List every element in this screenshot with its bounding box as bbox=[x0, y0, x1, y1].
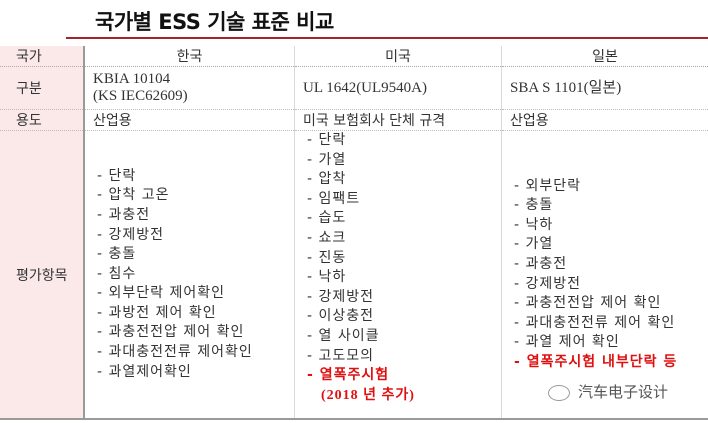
header-korea: 한국 bbox=[83, 46, 295, 67]
list-item: 과대충전전류 제어 확인 bbox=[514, 314, 700, 334]
row-label: 구분 bbox=[0, 66, 85, 110]
cell-japan: 산업용 bbox=[501, 109, 708, 131]
list-item: 압착 bbox=[307, 170, 493, 190]
list-item: 단락 bbox=[97, 167, 286, 187]
list-item: 가열 bbox=[307, 151, 493, 171]
watermark: 汽车电子设计 bbox=[548, 381, 668, 402]
list-item: 과방전 제어 확인 bbox=[97, 304, 286, 324]
header-label: 국가 bbox=[0, 46, 85, 67]
list-item: 임팩트 bbox=[307, 190, 493, 210]
cell-usa: 미국 보험회사 단체 규격 bbox=[294, 109, 502, 131]
list-item: 과열 제어 확인 bbox=[514, 333, 700, 353]
list-item: 쇼크 bbox=[307, 229, 493, 249]
header-usa: 미국 bbox=[294, 46, 502, 67]
table-row-tests: 평가항목 단락압착 고온과충전강제방전충돌침수외부단락 제어확인과방전 제어 확… bbox=[0, 130, 708, 420]
list-item: 과충전 bbox=[514, 255, 700, 275]
list-item: 침수 bbox=[97, 265, 286, 285]
cell-usa: 단락가열압착임팩트습도쇼크진동낙하강제방전이상충전열 사이클고도모의열폭주시험(… bbox=[294, 130, 502, 420]
list-item: 과충전전압 제어 확인 bbox=[514, 294, 700, 314]
table-header-row: 국가 한국 미국 일본 bbox=[0, 46, 708, 67]
list-item: 낙하 bbox=[307, 268, 493, 288]
list-item: 강제방전 bbox=[514, 275, 700, 295]
cell-korea: 단락압착 고온과충전강제방전충돌침수외부단락 제어확인과방전 제어 확인과충전전… bbox=[83, 130, 295, 420]
highlight-item: 열폭주시험 bbox=[307, 366, 493, 386]
cell-korea: 산업용 bbox=[83, 109, 295, 131]
watermark-text: 汽车电子设计 bbox=[578, 383, 669, 401]
korea-test-list: 단락압착 고온과충전강제방전충돌침수외부단락 제어확인과방전 제어 확인과충전전… bbox=[93, 167, 286, 383]
list-item: 충돌 bbox=[514, 196, 700, 216]
list-item: 과충전 bbox=[97, 206, 286, 226]
cell-japan: 외부단락충돌낙하가열과충전강제방전과충전전압 제어 확인과대충전전류 제어 확인… bbox=[501, 130, 708, 420]
list-item: 과충전전압 제어 확인 bbox=[97, 323, 286, 343]
list-item: 강제방전 bbox=[97, 226, 286, 246]
list-item: 단락 bbox=[307, 131, 493, 151]
list-item: 이상충전 bbox=[307, 307, 493, 327]
list-item: 과열제어확인 bbox=[97, 363, 286, 383]
list-item: 열 사이클 bbox=[307, 327, 493, 347]
comparison-table: 국가 한국 미국 일본 구분 KBIA 10104 (KS IEC62609) U… bbox=[0, 46, 708, 420]
list-item: 강제방전 bbox=[307, 288, 493, 308]
cell-usa: UL 1642(UL9540A) bbox=[294, 66, 502, 110]
table-row-usage: 용도 산업용 미국 보험회사 단체 규격 산업용 bbox=[0, 109, 708, 131]
header-japan: 일본 bbox=[501, 46, 708, 67]
list-item: 가열 bbox=[514, 235, 700, 255]
title-underline bbox=[66, 37, 708, 39]
list-item: 진동 bbox=[307, 249, 493, 269]
wechat-icon bbox=[548, 384, 570, 401]
japan-test-list: 외부단락충돌낙하가열과충전강제방전과충전전압 제어 확인과대충전전류 제어 확인… bbox=[510, 177, 700, 373]
list-item: 습도 bbox=[307, 209, 493, 229]
list-item: 외부단락 제어확인 bbox=[97, 284, 286, 304]
row-label: 용도 bbox=[0, 109, 85, 131]
cell-text: KBIA 10104 bbox=[93, 71, 171, 87]
list-item: 과대충전전류 제어확인 bbox=[97, 343, 286, 363]
list-item: 낙하 bbox=[514, 216, 700, 236]
highlight-item: (2018 년 추가) bbox=[321, 387, 415, 403]
page-title: 국가별 ESS 기술 표준 비교 bbox=[95, 10, 334, 34]
cell-korea: KBIA 10104 (KS IEC62609) bbox=[83, 66, 295, 110]
list-item: 압착 고온 bbox=[97, 186, 286, 206]
row-label: 평가항목 bbox=[0, 130, 85, 420]
table-row-standard: 구분 KBIA 10104 (KS IEC62609) UL 1642(UL954… bbox=[0, 66, 708, 110]
list-item: 외부단락 bbox=[514, 177, 700, 197]
usa-test-list: 단락가열압착임팩트습도쇼크진동낙하강제방전이상충전열 사이클고도모의열폭주시험(… bbox=[303, 131, 493, 405]
cell-text: (KS IEC62609) bbox=[93, 88, 188, 104]
cell-japan: SBA S 1101(일본) bbox=[501, 66, 708, 110]
list-item: 충돌 bbox=[97, 245, 286, 265]
highlight-item: 열폭주시험 내부단락 등 bbox=[514, 353, 700, 373]
list-item: 고도모의 bbox=[307, 347, 493, 367]
